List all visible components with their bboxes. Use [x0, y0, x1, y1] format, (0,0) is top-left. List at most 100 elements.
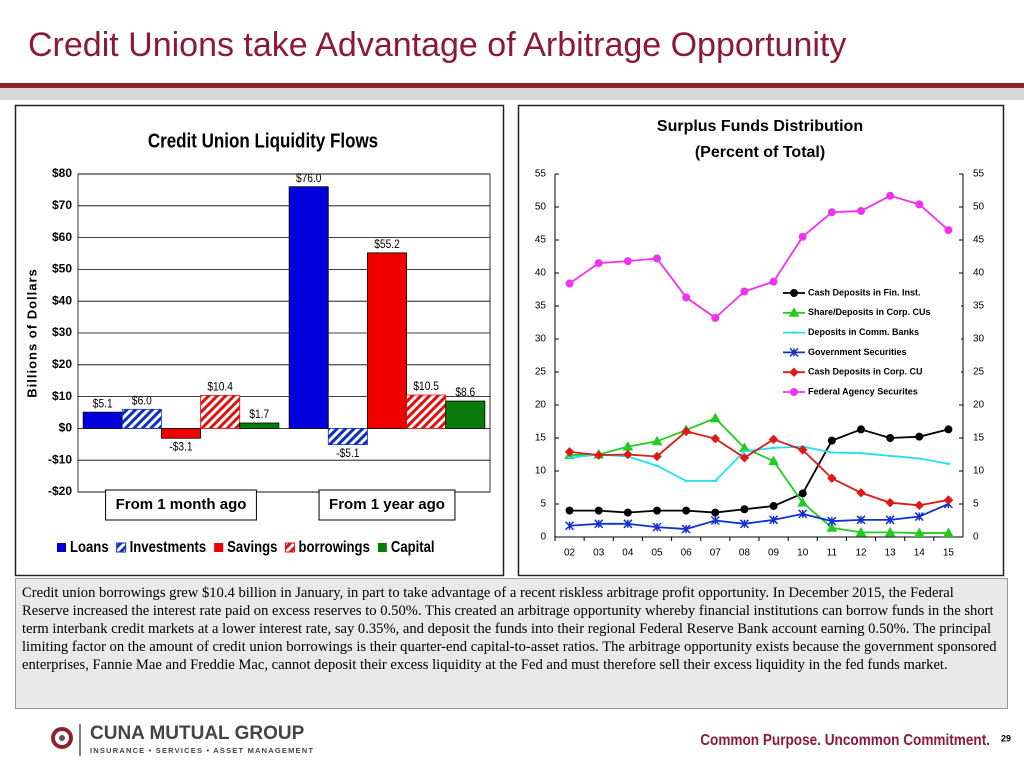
- value-label: $5.1: [93, 398, 113, 411]
- y-tick-label: $0: [59, 421, 73, 435]
- legend-swatch: [116, 542, 127, 553]
- point: [790, 388, 798, 396]
- bar: [161, 427, 201, 439]
- point: [789, 347, 799, 357]
- y2-tick-label: 35: [973, 301, 985, 312]
- point: [564, 447, 575, 457]
- point: [769, 501, 778, 510]
- legend-label: borrowings: [298, 539, 369, 556]
- point: [885, 497, 895, 508]
- value-label: $1.7: [249, 408, 269, 421]
- x-tick-label: 13: [885, 548, 897, 559]
- x-tick-label: 03: [593, 548, 605, 559]
- y-tick-label: $10: [52, 389, 72, 403]
- point: [768, 455, 779, 466]
- point: [855, 526, 867, 537]
- x-tick-label: 08: [739, 548, 751, 559]
- point: [798, 489, 807, 498]
- point: [623, 519, 633, 529]
- point: [915, 200, 924, 209]
- bar: [445, 400, 486, 429]
- point: [565, 521, 575, 531]
- value-label: -$5.1: [336, 447, 359, 460]
- y2-tick-label: 40: [973, 268, 985, 279]
- point: [914, 512, 924, 522]
- y-tick-label: 15: [535, 433, 547, 444]
- value-label: $10.4: [207, 381, 233, 394]
- legend-label: Loans: [70, 539, 109, 556]
- x-tick-label: 02: [564, 548, 576, 559]
- y-tick-label: 55: [535, 169, 547, 180]
- legend-label: Share/Deposits in Corp. CUs: [808, 307, 931, 317]
- point: [623, 508, 632, 517]
- y-tick-label: $50: [52, 262, 72, 276]
- bar: [367, 252, 407, 429]
- point: [886, 191, 895, 200]
- point: [886, 434, 895, 442]
- point: [827, 208, 836, 217]
- title-band: [0, 88, 1024, 100]
- point: [710, 433, 720, 444]
- point: [623, 257, 632, 266]
- point: [565, 279, 574, 288]
- legend-label: Investments: [130, 539, 207, 556]
- x-tick-label: 10: [797, 548, 809, 559]
- slide-title: Credit Unions take Advantage of Arbitrag…: [28, 26, 846, 64]
- point: [914, 500, 924, 511]
- series-line: [569, 430, 949, 507]
- legend-label: Deposits in Comm. Banks: [808, 327, 919, 337]
- point: [885, 515, 895, 525]
- point: [943, 495, 954, 505]
- point: [827, 473, 837, 483]
- legend-box: [779, 282, 961, 403]
- value-label: $10.5: [413, 380, 439, 393]
- x-tick-label: 12: [855, 548, 867, 559]
- y-axis-label: Billions of Dollars: [24, 268, 39, 398]
- x-tick-label: 15: [943, 548, 955, 559]
- y-tick-label: $30: [52, 325, 72, 339]
- value-label: $55.2: [374, 238, 400, 251]
- point: [856, 488, 866, 498]
- series-line: [569, 417, 949, 534]
- x-tick-label: 09: [768, 548, 780, 559]
- point: [790, 289, 798, 297]
- y-tick-label: 40: [535, 268, 547, 279]
- point: [826, 522, 838, 532]
- plot-frame: [77, 173, 491, 493]
- chart-title: Surplus Funds Distribution: [657, 118, 863, 135]
- text-panel: [15, 578, 1008, 709]
- y2-tick-label: 5: [973, 499, 979, 510]
- point: [798, 445, 808, 455]
- point: [740, 505, 749, 514]
- point: [594, 519, 604, 529]
- point: [594, 450, 604, 460]
- y-tick-label: $40: [52, 293, 72, 307]
- point: [711, 313, 720, 322]
- logo-icon: [51, 724, 81, 756]
- point: [651, 435, 663, 446]
- y-tick-label: -$20: [48, 484, 72, 498]
- y-tick-label: 25: [535, 367, 547, 378]
- y-tick-label: $70: [52, 198, 72, 212]
- legend-label: Cash Deposits in Fin. Inst.: [808, 287, 921, 297]
- bar: [200, 394, 241, 429]
- y2-tick-label: 10: [973, 466, 985, 477]
- bar: [239, 422, 280, 429]
- value-label: $6.0: [132, 395, 152, 408]
- x-tick-label: 06: [681, 548, 693, 559]
- bar: [288, 186, 329, 429]
- point: [740, 287, 749, 296]
- legend-label: Government Securities: [808, 347, 907, 357]
- point: [768, 434, 779, 445]
- x-tick-label: 11: [827, 548, 838, 559]
- value-label: -$3.1: [169, 441, 192, 454]
- y2-tick-label: 20: [973, 400, 985, 411]
- value-label: $8.6: [455, 387, 475, 400]
- y-tick-label: -$10: [48, 452, 72, 466]
- legend-label: Savings: [227, 539, 277, 556]
- bar: [406, 394, 447, 429]
- point: [652, 522, 662, 532]
- x-tick-label: 14: [914, 548, 926, 559]
- point: [798, 232, 807, 241]
